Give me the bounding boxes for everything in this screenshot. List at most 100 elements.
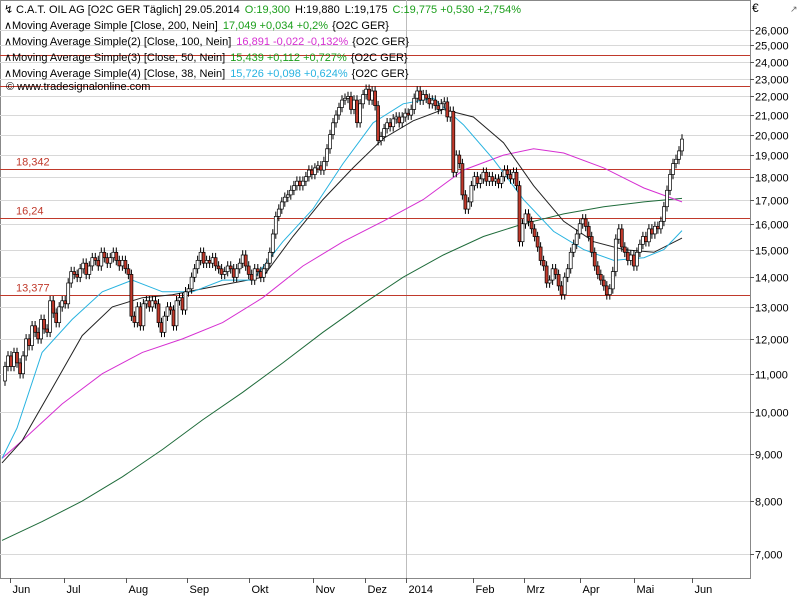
candle-body — [72, 271, 77, 275]
candle-body — [225, 265, 230, 272]
candle-body — [635, 251, 639, 267]
candle-body — [198, 251, 203, 261]
candle-body — [520, 223, 525, 243]
y-tick-label: 11,000 — [755, 370, 788, 382]
candle-body — [532, 228, 537, 237]
indicator-label: Moving Average Simple(2) [Close, 100, Ne… — [12, 36, 231, 48]
candle-body — [385, 122, 389, 130]
candle-body — [505, 169, 510, 175]
indicator-suffix: {O2C GER} — [351, 52, 408, 64]
candle-body — [288, 189, 293, 196]
candle-body — [201, 251, 206, 264]
y-tick-label: 10,000 — [755, 408, 789, 420]
candle-body — [273, 216, 278, 235]
candle-body — [21, 355, 25, 375]
candle-body — [75, 274, 80, 278]
candle-body — [469, 185, 474, 203]
candle-body — [3, 366, 7, 382]
candle-body — [478, 178, 483, 184]
x-tick-label: Jul — [67, 584, 81, 596]
candle-body — [171, 309, 176, 327]
candle-body — [589, 236, 594, 253]
candle-body — [249, 274, 254, 281]
candle-body — [15, 352, 19, 364]
candle-body — [177, 297, 182, 302]
candle-body — [454, 154, 459, 173]
candle-body — [622, 246, 627, 253]
candle-body — [150, 300, 155, 308]
x-tick-label: Apr — [583, 584, 600, 596]
candle-body — [349, 96, 353, 110]
x-tick-label: 2014 — [409, 584, 433, 596]
candle-body — [653, 225, 657, 235]
candle-body — [69, 271, 74, 284]
candle-body — [285, 194, 290, 198]
candle-body — [192, 268, 197, 278]
candle-body — [442, 101, 447, 105]
y-tick-label: 18,000 — [755, 173, 789, 185]
watermark: © www.tradesignalonline.com — [6, 81, 150, 93]
candle-body — [550, 268, 555, 281]
candle-body — [304, 176, 308, 182]
candle-body — [610, 271, 615, 290]
candle-body — [108, 257, 113, 264]
y-tick-label: 16,000 — [755, 220, 789, 232]
support-line-label: 13,377 — [16, 283, 50, 295]
symbol-info: C.A.T. OIL AG [O2C GER Täglich] 29.05.20… — [16, 4, 240, 16]
candle-body — [487, 176, 492, 182]
candle-body — [656, 225, 660, 230]
candle-body — [463, 194, 468, 210]
candle-body — [457, 154, 462, 164]
candle-body — [219, 268, 224, 275]
candle-body — [255, 268, 260, 272]
candle-body — [460, 163, 465, 196]
candle-body — [535, 236, 540, 248]
candle-body — [613, 238, 618, 272]
y-tick-label: 25,000 — [755, 41, 789, 53]
candle-body — [66, 282, 71, 305]
candle-body — [210, 257, 215, 264]
candle-body — [580, 218, 585, 225]
candle-body — [42, 319, 46, 330]
sma-200-line — [1, 197, 683, 541]
candle-body — [382, 128, 386, 137]
candle-body — [292, 185, 296, 191]
candle-body — [358, 103, 362, 124]
candle-body — [325, 148, 329, 162]
candle-body — [343, 97, 347, 101]
chart-icon: ↯ — [4, 4, 13, 16]
candle-body — [538, 246, 543, 261]
indicator-icon: ∧ — [4, 20, 12, 32]
candle-body — [30, 325, 34, 346]
candle-body — [409, 109, 414, 116]
candle-body — [132, 315, 137, 323]
candle-body — [668, 174, 672, 191]
candle-body — [583, 218, 588, 227]
candle-body — [331, 122, 335, 135]
y-tick-label: 9,000 — [755, 450, 783, 462]
candle-body — [641, 236, 645, 245]
y-tick-label: 21,000 — [755, 111, 789, 123]
candle-body — [592, 251, 597, 267]
candle-body — [607, 288, 612, 296]
candle-body — [647, 228, 651, 243]
x-tick-label: Okt — [252, 584, 269, 596]
candle-body — [9, 355, 13, 367]
candle-body — [316, 165, 320, 169]
candle-body — [571, 243, 576, 253]
candle-body — [33, 325, 37, 333]
candle-body — [403, 112, 408, 118]
candle-body — [252, 268, 257, 281]
candle-body — [559, 285, 564, 296]
candle-body — [421, 94, 426, 101]
indicator-value: 15,439 +0,112 +0,727% — [230, 52, 347, 64]
candle-body — [496, 178, 501, 184]
y-tick-label: 24,000 — [755, 58, 789, 70]
candle-body — [511, 171, 516, 180]
candle-body — [406, 112, 411, 116]
candle-body — [598, 274, 603, 281]
candle-body — [39, 319, 43, 340]
candle-body — [616, 228, 621, 240]
candle-body — [204, 260, 209, 264]
candle-body — [472, 176, 477, 187]
